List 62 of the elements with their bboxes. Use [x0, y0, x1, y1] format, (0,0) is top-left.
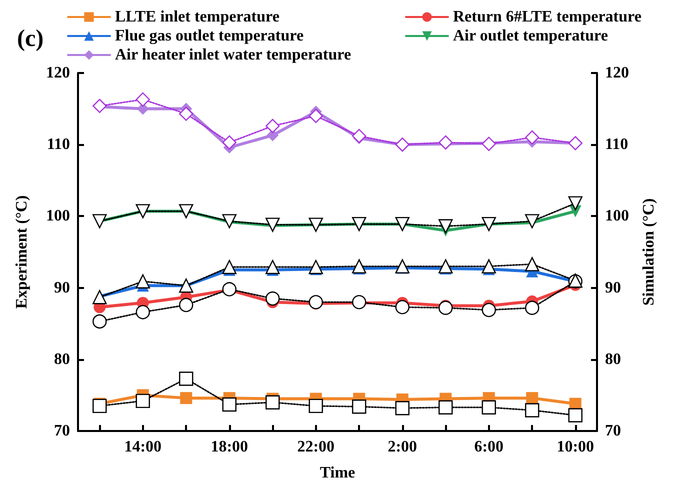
y2-tick-label: 80 [605, 350, 621, 368]
point [179, 298, 194, 312]
point [222, 135, 236, 150]
legend-label: LLTE inlet temperature [115, 8, 280, 26]
point [308, 295, 323, 310]
point [136, 274, 150, 288]
point [266, 118, 280, 134]
point [395, 400, 410, 416]
point [308, 108, 323, 124]
point [395, 300, 410, 314]
y2-tick-label: 110 [605, 136, 628, 154]
y2-axis-title: Simulation (°C) [640, 198, 658, 306]
point [222, 260, 236, 274]
point [266, 260, 280, 274]
x-tick-label: 6:00 [474, 438, 504, 456]
y-tick-label: 100 [46, 208, 70, 225]
point [352, 400, 366, 414]
y-axis-title: Experiment (°C) [14, 195, 30, 309]
point [136, 92, 150, 107]
y2-tick-label: 120 [605, 64, 629, 82]
y-tick-label: 70 [54, 422, 70, 440]
point [438, 400, 453, 414]
point [438, 300, 453, 315]
legend-label: Return 6#LTE temperature [453, 8, 642, 26]
x-tick-label: 18:00 [210, 438, 248, 456]
x-tick-label: 22:00 [297, 438, 335, 456]
point [526, 392, 538, 404]
y-tick-label: 90 [54, 279, 70, 296]
y-tick-label: 120 [46, 64, 70, 82]
point [308, 398, 323, 414]
point [180, 392, 192, 404]
point [482, 302, 496, 318]
point [482, 259, 496, 274]
x-axis-title: Time [320, 464, 356, 482]
chart-title: (c) [17, 26, 44, 52]
y2-tick-label: 90 [605, 279, 621, 296]
point [438, 259, 453, 274]
point [308, 260, 323, 274]
y2-tick-label: 100 [605, 208, 629, 225]
x-tick-label: 14:00 [124, 438, 162, 456]
point [179, 106, 194, 121]
point [266, 291, 280, 306]
point [266, 395, 280, 410]
x-tick-label: 10:00 [556, 438, 594, 456]
point [482, 400, 496, 414]
y-tick-label: 110 [46, 136, 70, 154]
legend-label: Air heater inlet water temperature [115, 46, 352, 64]
point [438, 135, 453, 150]
legend-label: Air outlet temperature [453, 28, 608, 44]
point [525, 214, 540, 228]
point [222, 397, 236, 412]
y2-tick-label: 70 [605, 422, 621, 440]
point [525, 130, 540, 145]
point [92, 398, 107, 414]
point [352, 128, 366, 144]
x-tick-label: 2:00 [388, 438, 418, 456]
point [352, 259, 366, 274]
point [525, 300, 540, 315]
y-tick-label: 80 [54, 350, 70, 368]
point [395, 259, 410, 274]
legend-label: Flue gas outlet temperature [115, 28, 304, 44]
point [136, 394, 150, 408]
